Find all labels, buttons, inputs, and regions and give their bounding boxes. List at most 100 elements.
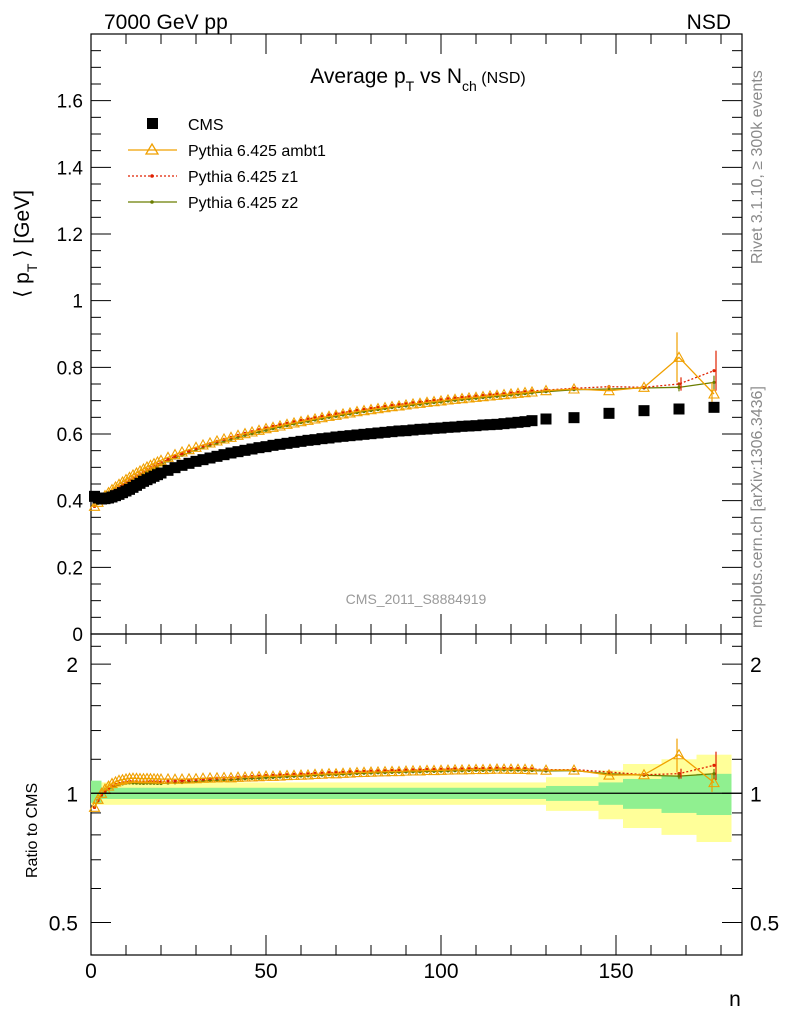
cms-data-point (477, 419, 489, 431)
rivet-label: Rivet 3.1.10, ≥ 300k events (749, 70, 766, 264)
data-point (274, 419, 286, 431)
ratio-y-tick-label: 0.5 (49, 912, 78, 935)
data-point (260, 422, 272, 434)
cms-data-point (463, 420, 475, 432)
ratio-point (505, 763, 517, 774)
ratio-point (442, 763, 454, 775)
ratio-point (180, 779, 184, 783)
uncertainty-bands (91, 754, 732, 843)
data-point (414, 397, 426, 408)
data-point (295, 415, 307, 427)
cms-data-point (225, 447, 237, 459)
data-point (463, 391, 475, 403)
data-point (288, 416, 300, 428)
ratio-y-tick-label: 2 (66, 654, 78, 677)
data-point (281, 418, 293, 429)
data-point (232, 429, 244, 440)
ratio-lines (88, 738, 720, 812)
data-point (151, 455, 164, 467)
data-point (239, 427, 251, 439)
ratio-point (155, 773, 167, 784)
data-point (358, 404, 370, 416)
ratio-point (414, 764, 426, 776)
ratio-point (638, 768, 650, 780)
axis-ticks: 0 50 100 150 0 0.2 0.4 0.6 0.8 1 1.2 1.4 1.6 0.5 0.5 1 1… (49, 33, 779, 983)
cms-data-point (337, 430, 349, 442)
cms-data-point (708, 401, 720, 413)
ratio-point (169, 773, 181, 784)
cms-data-point (274, 438, 286, 450)
data-point (407, 397, 419, 409)
data-point (421, 396, 433, 407)
data-point (302, 414, 314, 425)
cms-data-point (176, 459, 188, 471)
ratio-point (166, 779, 170, 783)
cms-data-point (309, 434, 321, 446)
x-tick-label: 0 (85, 960, 97, 983)
cms-points (89, 401, 720, 505)
x-tick-label: 50 (254, 960, 277, 983)
ratio-point (365, 766, 377, 777)
ratio-point (512, 763, 524, 774)
cms-data-point (288, 436, 300, 448)
data-point (344, 406, 356, 418)
ylabel-sub: T (24, 263, 40, 272)
data-point (264, 428, 268, 432)
cms-data-point (372, 427, 384, 439)
data-point (253, 424, 265, 435)
ratio-point (386, 765, 398, 777)
legend-marker-ambt1 (144, 142, 160, 155)
legend-marker-z2 (150, 200, 154, 204)
y-tick-label: 1 (72, 292, 83, 313)
ratio-point (351, 766, 363, 778)
ratio-y-axis-label: Ratio to CMS (24, 783, 41, 878)
cms-data-point (407, 424, 419, 436)
data-point (470, 391, 482, 402)
cms-data-point (155, 467, 167, 479)
cms-data-point (456, 420, 468, 432)
data-point (603, 384, 615, 396)
ratio-point (337, 767, 349, 778)
ratio-point (288, 769, 300, 780)
data-point (337, 407, 349, 419)
ratio-point (316, 768, 328, 779)
ratio-point (183, 772, 195, 784)
cms-data-point (505, 417, 517, 429)
cms-data-point (232, 446, 244, 458)
data-point (257, 430, 261, 434)
cms-data-point (323, 432, 335, 444)
ratio-point (330, 767, 342, 779)
data-point (323, 410, 335, 421)
cms-data-point (512, 416, 524, 428)
ratio-point (400, 764, 412, 776)
ratio-point (295, 769, 307, 780)
cms-data-point (414, 423, 426, 435)
ratio-point (540, 764, 552, 775)
cms-data-point (190, 455, 202, 467)
data-point (316, 411, 328, 423)
cms-data-point (498, 418, 510, 430)
cms-data-point (239, 444, 251, 456)
data-point (512, 387, 524, 398)
data-point (267, 421, 279, 432)
ratio-y-tick-label-right: 1 (750, 783, 762, 806)
header-right: NSD (687, 11, 731, 34)
cms-data-point (246, 443, 258, 455)
mcplots-label: mcplots.cern.ch [arXiv:1306.3436] (749, 386, 766, 628)
data-point (449, 393, 461, 404)
ratio-point (477, 763, 489, 775)
cms-data-point (281, 437, 293, 449)
title-sub1: T (406, 78, 415, 94)
cms-data-point (428, 422, 440, 434)
ratio-point (92, 793, 104, 804)
cms-data-point (526, 415, 538, 427)
cms-data-point (673, 403, 685, 415)
ratio-point (379, 765, 391, 777)
title-mid: vs N (414, 65, 462, 88)
ylabel-post: ⟩ [GeV] (11, 190, 34, 264)
ratio-point (463, 763, 475, 775)
data-point (204, 436, 216, 448)
data-point (365, 403, 377, 415)
ratio-point (225, 771, 237, 783)
